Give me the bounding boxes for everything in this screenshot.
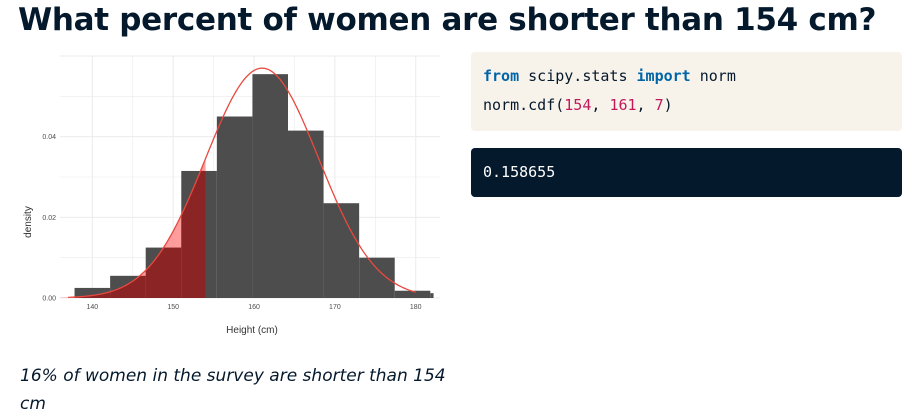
- keyword-import: import: [636, 67, 691, 85]
- x-tick-label: 140: [86, 304, 98, 311]
- x-tick-label: 150: [167, 304, 179, 311]
- histogram-bar: [74, 287, 111, 298]
- function-call: norm.cdf(: [483, 96, 565, 114]
- y-tick-label: 0.02: [42, 215, 56, 222]
- histogram-bar: [288, 130, 324, 298]
- arg-sep: ,: [636, 96, 655, 114]
- histogram-chart: 140 150 160 170 180 0.00 0.02 0.04 Height (cm) …: [0, 52, 460, 352]
- x-tick-label: 170: [329, 304, 341, 311]
- histogram-bar: [394, 290, 431, 298]
- histogram-bar: [359, 257, 395, 298]
- module-name: scipy.stats: [519, 67, 637, 85]
- code-line-call: norm.cdf(154, 161, 7): [483, 91, 890, 120]
- y-axis-label: density: [23, 206, 34, 238]
- caption-text: 16% of women in the survey are shorter t…: [20, 366, 446, 414]
- keyword-from: from: [483, 67, 520, 85]
- import-name: norm: [690, 67, 736, 85]
- x-tick-label: 180: [410, 304, 422, 311]
- arg-x: 154: [564, 96, 592, 114]
- histogram-bar: [430, 293, 434, 298]
- normal-curve: [68, 67, 416, 299]
- arg-sd: 7: [654, 96, 664, 114]
- output-value: 0.158655: [483, 163, 556, 181]
- histogram-bar: [252, 74, 288, 299]
- page-title: What percent of women are shorter than 1…: [18, 2, 877, 38]
- output-block: 0.158655: [471, 148, 902, 197]
- code-line-import: from scipy.stats import norm: [483, 62, 890, 91]
- arg-mean: 161: [609, 96, 637, 114]
- x-tick-label: 160: [248, 304, 260, 311]
- call-close: ): [663, 96, 673, 114]
- y-tick-label: 0.00: [42, 296, 56, 303]
- arg-sep: ,: [591, 96, 610, 114]
- histogram-bar: [216, 116, 253, 298]
- y-tick-label: 0.04: [42, 134, 56, 141]
- histogram-bar: [323, 203, 360, 298]
- code-block: from scipy.stats import norm norm.cdf(15…: [471, 52, 902, 131]
- x-axis-label: Height (cm): [226, 325, 278, 336]
